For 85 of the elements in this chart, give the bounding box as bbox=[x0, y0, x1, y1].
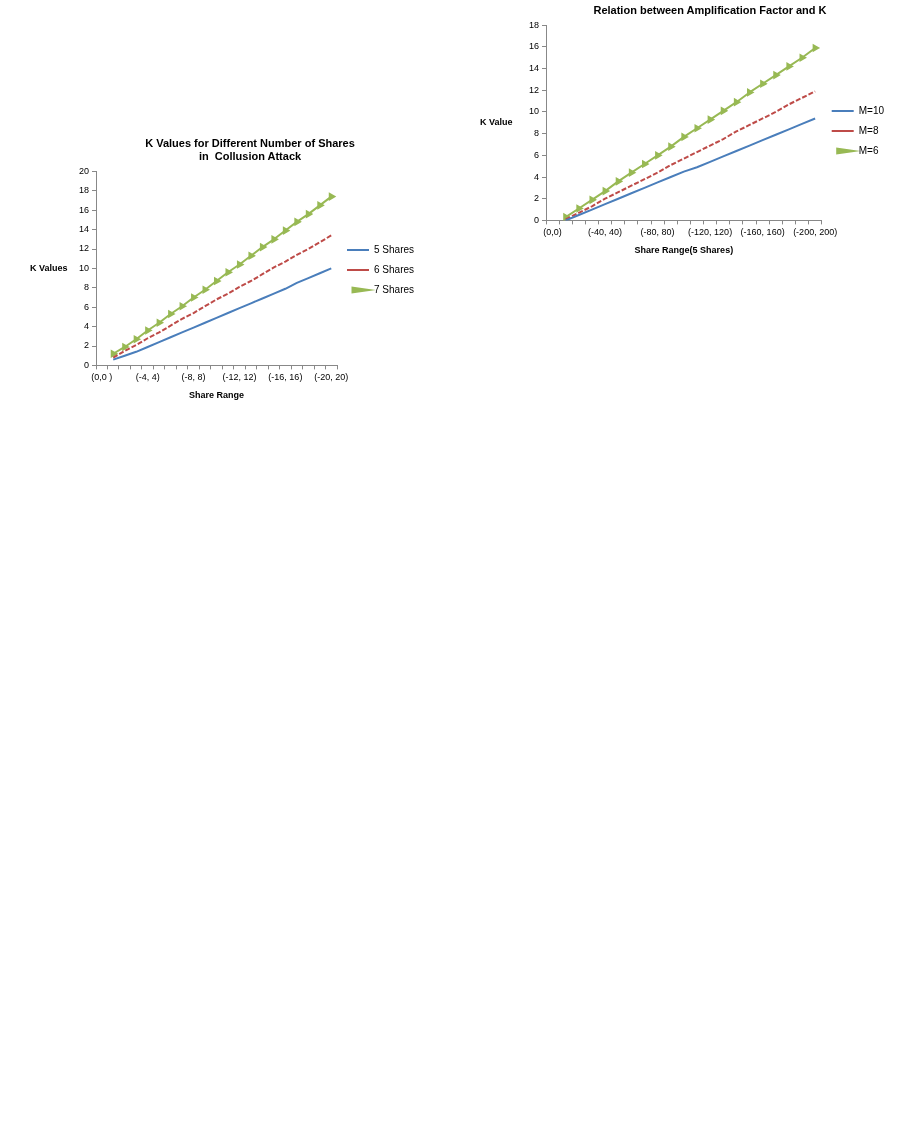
point bbox=[202, 286, 210, 294]
y-tick-label: 18 bbox=[79, 185, 90, 196]
point bbox=[602, 187, 610, 195]
x-tick-label: (0,0) bbox=[543, 227, 562, 238]
legend-label: 6 Shares bbox=[374, 263, 415, 275]
y-tick-label: 12 bbox=[529, 84, 540, 95]
point bbox=[576, 204, 583, 213]
point bbox=[786, 62, 793, 71]
y-tick-label: 6 bbox=[84, 301, 90, 312]
point bbox=[773, 71, 780, 79]
legend-label: 5 Shares bbox=[374, 243, 415, 255]
x-axis-title: Share Range(5 Shares) bbox=[634, 245, 734, 256]
point bbox=[628, 169, 636, 177]
x-tick-label: (-120, 120) bbox=[688, 227, 733, 238]
legend-label: M=6 bbox=[858, 144, 879, 156]
y-tick-label: 2 bbox=[534, 193, 540, 204]
y-tick-label: 4 bbox=[84, 321, 90, 332]
y-tick-label: 14 bbox=[79, 224, 90, 235]
chart-title: K Values for Different Number of Shares in Collusion Attack bbox=[145, 136, 355, 162]
point bbox=[305, 210, 313, 218]
point bbox=[812, 44, 820, 52]
y-tick-label: 8 bbox=[84, 282, 90, 293]
y-tick-label: 16 bbox=[529, 41, 540, 52]
x-tick-label: (-4, 4) bbox=[135, 372, 160, 383]
y-tick-label: 6 bbox=[534, 149, 540, 160]
x-tick-label: (-160, 160) bbox=[740, 227, 785, 238]
y-tick-label: 20 bbox=[79, 165, 90, 176]
x-tick-label: (-40, 40) bbox=[588, 227, 623, 238]
point bbox=[641, 160, 649, 168]
y-tick-label: 10 bbox=[79, 262, 90, 273]
x-axis-title: Share Range bbox=[188, 390, 245, 401]
legend-label: 7 Shares bbox=[374, 283, 415, 295]
point bbox=[214, 277, 221, 285]
x-tick-label: (-80, 80) bbox=[640, 227, 675, 238]
point bbox=[681, 133, 688, 141]
y-tick-label: 4 bbox=[534, 171, 540, 182]
point bbox=[589, 196, 596, 204]
point bbox=[271, 235, 278, 243]
point bbox=[248, 252, 255, 260]
point bbox=[179, 302, 187, 310]
y-tick-label: 18 bbox=[529, 19, 540, 30]
x-tick-label: (-12, 12) bbox=[222, 372, 257, 383]
y-axis-title: K Value bbox=[480, 117, 513, 128]
y-tick-label: 0 bbox=[534, 214, 540, 225]
x-tick-label: (-16, 16) bbox=[268, 372, 303, 383]
point bbox=[110, 350, 118, 358]
chart-title: Relation between Amplification Factor and K bbox=[593, 3, 827, 16]
line-series bbox=[112, 234, 333, 359]
y-axis-title: K Values bbox=[30, 262, 68, 273]
point bbox=[694, 124, 701, 132]
point bbox=[317, 201, 324, 209]
point bbox=[156, 319, 164, 327]
point bbox=[720, 107, 728, 115]
point bbox=[122, 343, 129, 351]
legend-label: M=10 bbox=[858, 104, 885, 116]
y-tick-label: 12 bbox=[79, 243, 90, 254]
point bbox=[655, 151, 662, 159]
point bbox=[259, 243, 267, 251]
point bbox=[191, 293, 198, 302]
point bbox=[760, 80, 767, 88]
point bbox=[294, 218, 301, 226]
y-tick-label: 2 bbox=[84, 340, 90, 351]
x-tick-label: (-200, 200) bbox=[793, 227, 838, 238]
point bbox=[145, 326, 152, 335]
point bbox=[668, 143, 675, 151]
y-tick-label: 10 bbox=[529, 106, 540, 117]
y-tick-label: 8 bbox=[534, 128, 540, 139]
point bbox=[282, 226, 290, 235]
point bbox=[615, 177, 623, 185]
point bbox=[747, 88, 754, 97]
point bbox=[236, 260, 244, 269]
x-tick-label: (-8, 8) bbox=[181, 372, 206, 383]
x-tick-label: (0,0 ) bbox=[91, 372, 113, 383]
legend-label: M=8 bbox=[858, 124, 879, 136]
y-tick-label: 14 bbox=[529, 63, 540, 74]
point bbox=[328, 193, 336, 201]
point bbox=[707, 115, 715, 124]
point bbox=[133, 335, 141, 343]
point bbox=[799, 54, 807, 62]
x-tick-label: (-20, 20) bbox=[314, 372, 349, 383]
y-tick-label: 16 bbox=[79, 204, 90, 215]
point bbox=[168, 310, 175, 318]
y-tick-label: 0 bbox=[84, 359, 90, 370]
point bbox=[733, 98, 741, 106]
point bbox=[225, 268, 232, 276]
